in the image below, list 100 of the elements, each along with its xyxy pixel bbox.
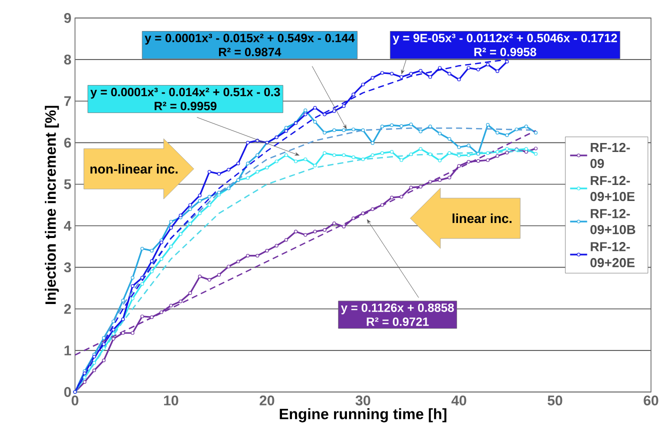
point xyxy=(380,151,384,155)
y-tick-label: 6 xyxy=(64,138,71,148)
point xyxy=(457,154,461,158)
point xyxy=(246,254,250,258)
point xyxy=(178,300,182,304)
point xyxy=(304,233,308,237)
point xyxy=(188,222,192,226)
point xyxy=(313,230,317,234)
point xyxy=(448,137,452,141)
point xyxy=(486,158,490,162)
point xyxy=(400,158,404,162)
point xyxy=(361,212,365,216)
point xyxy=(342,153,346,157)
point xyxy=(130,276,134,280)
point xyxy=(514,128,518,132)
point xyxy=(198,199,202,203)
point xyxy=(284,238,288,242)
point xyxy=(390,150,394,154)
point xyxy=(370,207,374,211)
point xyxy=(112,332,116,336)
point xyxy=(390,196,394,200)
point xyxy=(304,158,308,162)
point xyxy=(130,284,134,288)
point xyxy=(150,259,154,263)
point xyxy=(265,166,269,170)
point xyxy=(380,203,384,207)
y-tick-label: 7 xyxy=(64,96,71,106)
point xyxy=(294,160,298,164)
legend-label: RF-12-09 xyxy=(590,142,630,168)
legend-label: RF-12-09+20E xyxy=(590,242,635,268)
point xyxy=(332,153,336,157)
point xyxy=(246,162,250,166)
point xyxy=(342,128,346,132)
annotation: R² = 0.9874 xyxy=(219,48,282,56)
point xyxy=(322,151,326,155)
point xyxy=(246,140,250,144)
point xyxy=(428,124,432,128)
point xyxy=(380,124,384,128)
point xyxy=(313,120,317,124)
point xyxy=(361,128,365,132)
x-tick-label: 0 xyxy=(72,396,78,406)
point xyxy=(409,152,413,156)
point xyxy=(140,246,144,250)
point xyxy=(352,128,356,132)
point xyxy=(418,147,422,151)
point xyxy=(428,180,432,184)
x-axis-title: Engine running time [h] xyxy=(280,408,446,422)
point xyxy=(524,124,528,128)
point xyxy=(208,278,212,282)
point xyxy=(466,66,470,70)
point xyxy=(82,372,86,376)
point xyxy=(342,224,346,228)
annotation: R² = 0.9721 xyxy=(366,317,429,326)
point xyxy=(236,260,240,264)
point xyxy=(332,221,336,226)
point xyxy=(486,123,490,127)
point xyxy=(112,337,116,341)
annotation: y = 0.1126x + 0.8858 xyxy=(340,303,454,314)
point xyxy=(400,75,404,79)
annotation: y = 0.0001x³ - 0.014x² + 0.51x - 0.3 xyxy=(90,88,280,99)
x-tick-label: 50 xyxy=(548,396,562,406)
point xyxy=(188,207,192,211)
point xyxy=(274,160,278,164)
point xyxy=(486,151,490,155)
point xyxy=(496,154,500,158)
annotation: y = 0.0001x³ - 0.015x² + 0.549x - 0.144 xyxy=(144,34,355,45)
point xyxy=(534,130,538,134)
point xyxy=(505,147,509,151)
point xyxy=(178,232,182,236)
point xyxy=(448,176,452,180)
point xyxy=(361,82,365,86)
point xyxy=(313,106,317,110)
point xyxy=(457,164,461,168)
point xyxy=(457,145,461,150)
annotation: R² = 0.9958 xyxy=(474,48,536,56)
point xyxy=(169,226,173,230)
point xyxy=(466,160,470,164)
point xyxy=(130,296,134,300)
point xyxy=(246,176,250,180)
point xyxy=(112,320,116,324)
point xyxy=(140,314,144,318)
point xyxy=(208,194,212,198)
point xyxy=(428,75,432,79)
point xyxy=(438,158,442,162)
legend-label: RF-12-09+10B xyxy=(590,208,636,234)
point xyxy=(400,194,404,198)
point xyxy=(332,109,336,113)
point xyxy=(92,368,96,372)
point xyxy=(438,132,442,136)
x-tick-label: 30 xyxy=(356,396,370,406)
y-tick-label: 2 xyxy=(64,304,71,314)
point xyxy=(188,203,192,207)
point xyxy=(226,168,230,172)
point xyxy=(284,129,288,133)
point xyxy=(496,69,500,73)
point xyxy=(150,248,154,253)
point xyxy=(160,257,164,261)
point xyxy=(322,130,326,134)
annotation: R² = 0.9959 xyxy=(154,102,216,110)
y-axis-title: Injection time increment [%] xyxy=(44,106,59,304)
